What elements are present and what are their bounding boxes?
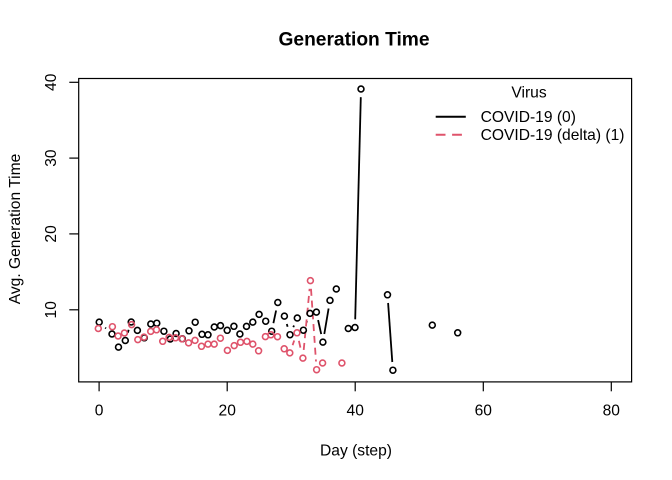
svg-text:10: 10	[43, 301, 60, 319]
svg-text:Day (step): Day (step)	[320, 442, 392, 459]
svg-text:Avg. Generation Time: Avg. Generation Time	[7, 154, 24, 305]
svg-text:60: 60	[475, 403, 493, 420]
svg-text:0: 0	[95, 403, 104, 420]
svg-text:20: 20	[43, 225, 60, 243]
svg-text:40: 40	[43, 73, 60, 91]
svg-text:30: 30	[43, 149, 60, 167]
svg-text:COVID-19 (0): COVID-19 (0)	[481, 109, 576, 126]
svg-text:80: 80	[603, 403, 621, 420]
svg-text:Virus: Virus	[511, 84, 546, 101]
svg-text:40: 40	[347, 403, 365, 420]
svg-text:20: 20	[219, 403, 237, 420]
svg-text:Generation Time: Generation Time	[278, 30, 429, 51]
svg-text:COVID-19 (delta) (1): COVID-19 (delta) (1)	[481, 127, 625, 144]
